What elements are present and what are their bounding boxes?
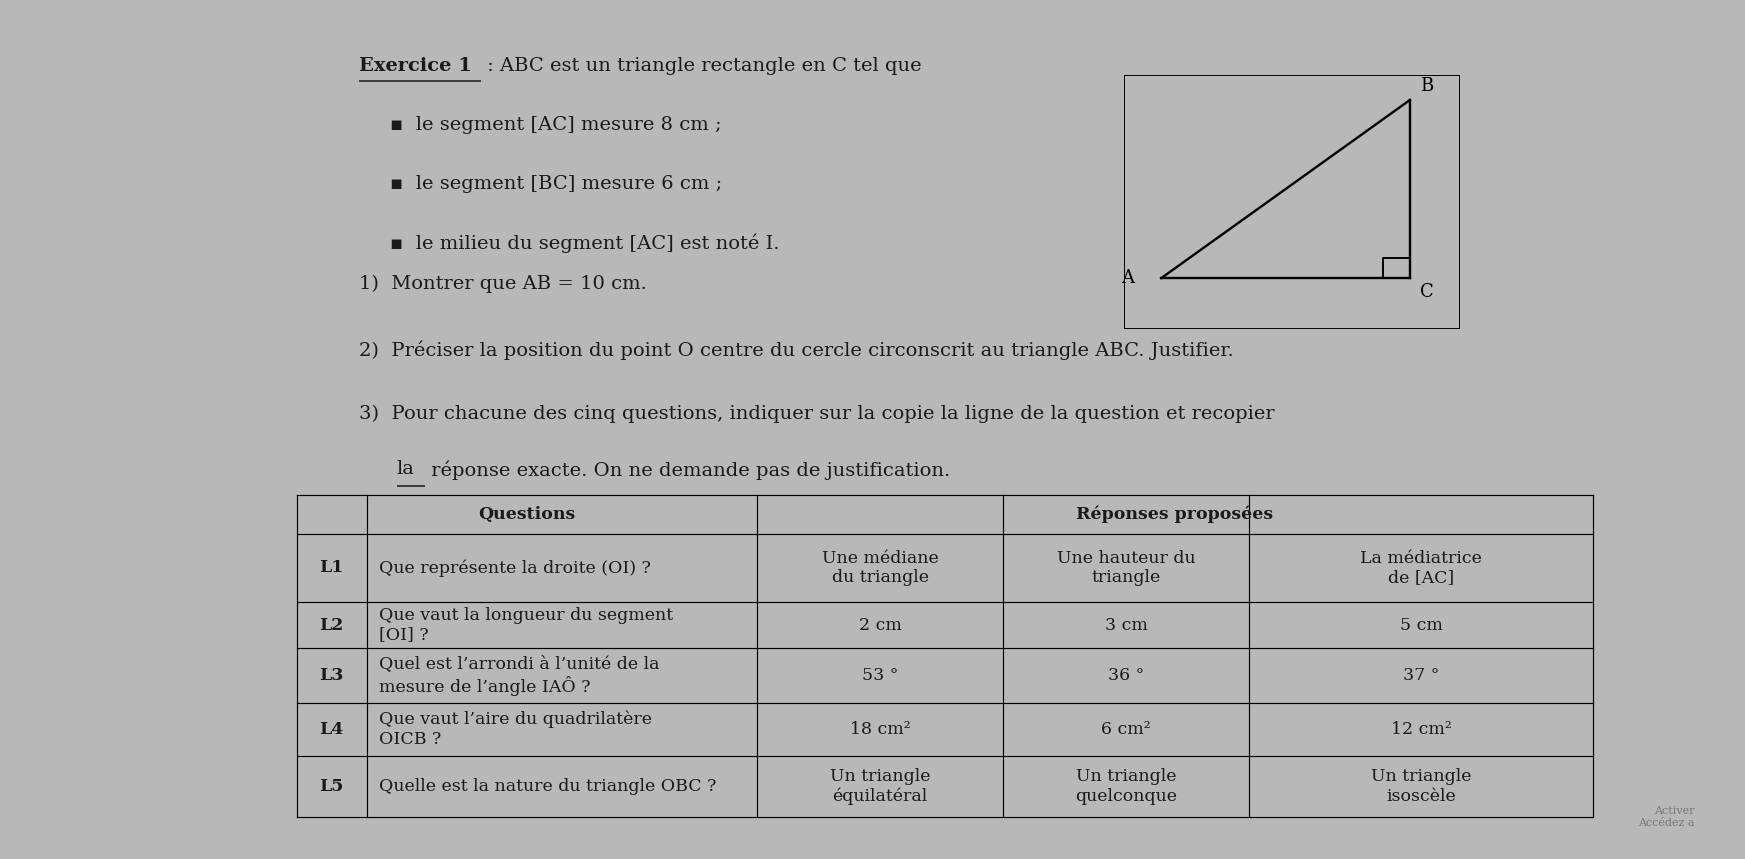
Text: Un triangle
équilatéral: Un triangle équilatéral	[831, 768, 930, 805]
Text: Quel est l’arrondi à l’unité de la
mesure de l’angle IAÔ ?: Quel est l’arrondi à l’unité de la mesur…	[379, 655, 660, 696]
Text: réponse exacte. On ne demande pas de justification.: réponse exacte. On ne demande pas de jus…	[424, 460, 949, 479]
Text: Activer
Accédez a: Activer Accédez a	[1639, 806, 1694, 828]
Text: 18 cm²: 18 cm²	[850, 721, 911, 738]
Text: Un triangle
quelconque: Un triangle quelconque	[1075, 768, 1178, 805]
Text: 53 °: 53 °	[862, 667, 899, 684]
Text: L5: L5	[319, 777, 344, 795]
Text: 3 cm: 3 cm	[1105, 617, 1148, 634]
Text: 5 cm: 5 cm	[1399, 617, 1443, 634]
Text: ▪  le segment [BC] mesure 6 cm ;: ▪ le segment [BC] mesure 6 cm ;	[391, 174, 722, 192]
Text: ▪  le milieu du segment [AC] est noté I.: ▪ le milieu du segment [AC] est noté I.	[391, 234, 780, 253]
Text: L3: L3	[319, 667, 344, 684]
Text: Que représente la droite (OI) ?: Que représente la droite (OI) ?	[379, 559, 651, 576]
Text: 6 cm²: 6 cm²	[1101, 721, 1152, 738]
Text: La médiatrice
de [AC]: La médiatrice de [AC]	[1361, 550, 1482, 587]
Text: L4: L4	[319, 721, 344, 738]
Text: Que vaut l’aire du quadrilatère
OICB ?: Que vaut l’aire du quadrilatère OICB ?	[379, 710, 653, 747]
Text: Que vaut la longueur du segment
[OI] ?: Que vaut la longueur du segment [OI] ?	[379, 606, 674, 643]
Text: 12 cm²: 12 cm²	[1391, 721, 1452, 738]
Text: L1: L1	[319, 559, 344, 576]
Text: B: B	[1420, 77, 1433, 95]
Text: Quelle est la nature du triangle OBC ?: Quelle est la nature du triangle OBC ?	[379, 777, 717, 795]
Text: 2)  Préciser la position du point O centre du cercle circonscrit au triangle ABC: 2) Préciser la position du point O centr…	[359, 340, 1234, 360]
Text: Exercice 1: Exercice 1	[359, 57, 473, 75]
Text: 1)  Montrer que AB = 10 cm.: 1) Montrer que AB = 10 cm.	[359, 275, 647, 293]
Text: L2: L2	[319, 617, 344, 634]
Text: C: C	[1420, 283, 1434, 302]
Text: Un triangle
isoscèle: Un triangle isoscèle	[1372, 768, 1471, 805]
Text: 36 °: 36 °	[1108, 667, 1145, 684]
Text: A: A	[1120, 269, 1134, 287]
Text: Questions: Questions	[478, 506, 576, 523]
Text: 2 cm: 2 cm	[859, 617, 902, 634]
Text: 3)  Pour chacune des cinq questions, indiquer sur la copie la ligne de la questi: 3) Pour chacune des cinq questions, indi…	[359, 405, 1276, 423]
Text: ▪  le segment [AC] mesure 8 cm ;: ▪ le segment [AC] mesure 8 cm ;	[391, 116, 722, 134]
Text: Une médiane
du triangle: Une médiane du triangle	[822, 550, 939, 587]
Text: : ABC est un triangle rectangle en C tel que: : ABC est un triangle rectangle en C tel…	[482, 57, 921, 75]
Text: Une hauteur du
triangle: Une hauteur du triangle	[1057, 550, 1195, 587]
Text: Réponses proposées: Réponses proposées	[1077, 505, 1274, 523]
Text: la: la	[396, 460, 415, 478]
Text: 37 °: 37 °	[1403, 667, 1440, 684]
